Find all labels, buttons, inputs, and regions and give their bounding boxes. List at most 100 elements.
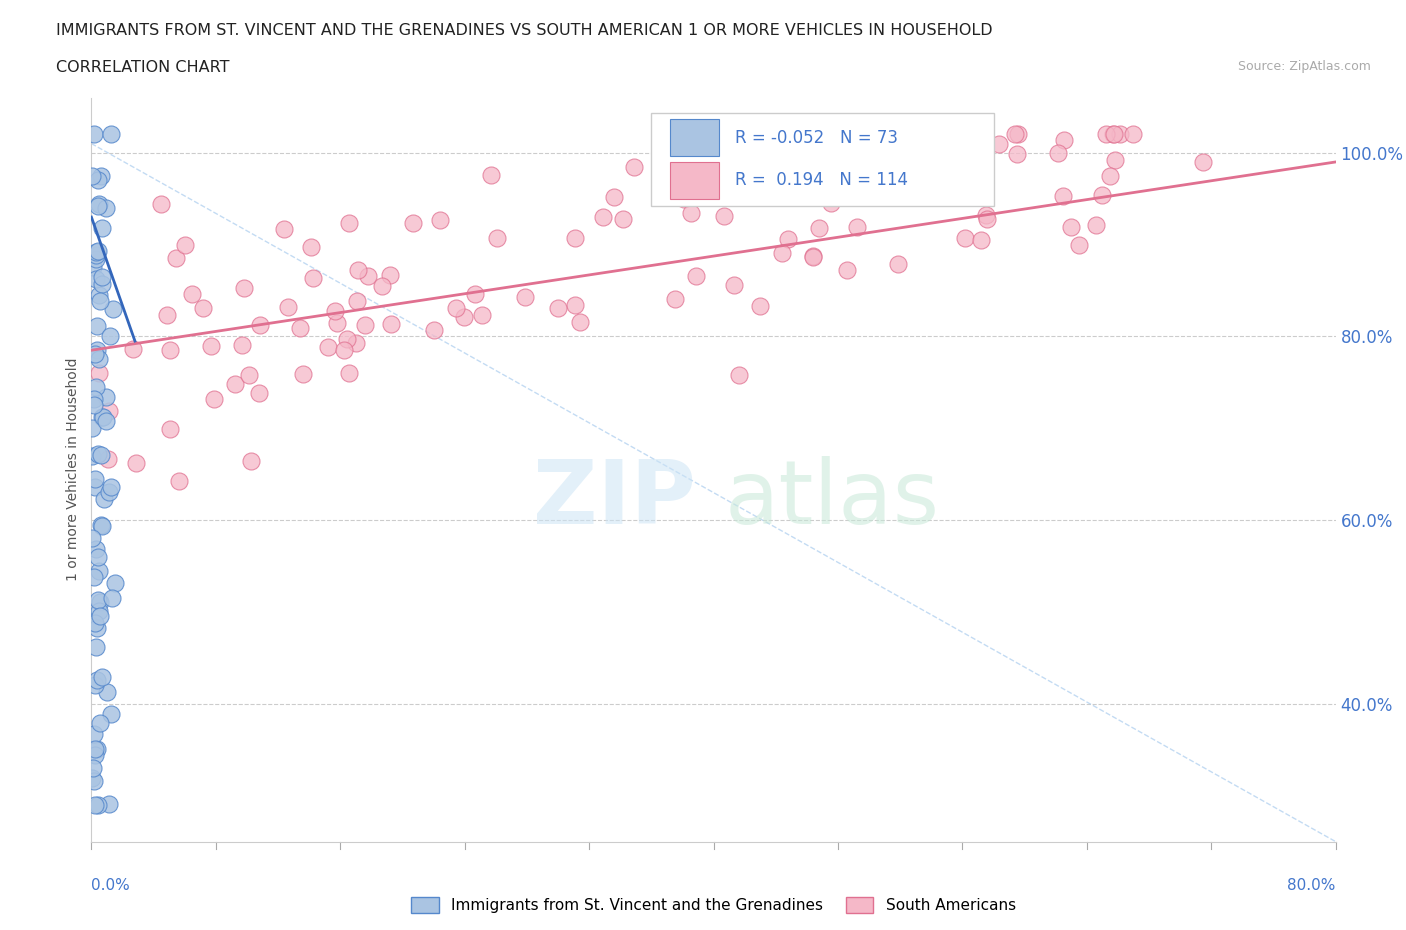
- Point: [96, 685, 118, 700]
- Point: [1104, 153, 1126, 168]
- Point: [378, 267, 401, 282]
- Point: [333, 343, 356, 358]
- Point: [90, 169, 112, 184]
- Point: [89, 595, 111, 610]
- Point: [835, 187, 858, 202]
- Point: [180, 286, 202, 301]
- Point: [82, 259, 104, 274]
- Point: [100, 127, 122, 142]
- Point: [727, 367, 749, 382]
- Point: [224, 377, 246, 392]
- Point: [84, 741, 107, 756]
- Point: [100, 480, 122, 495]
- Point: [346, 293, 368, 308]
- Text: IMMIGRANTS FROM ST. VINCENT AND THE GRENADINES VS SOUTH AMERICAN 1 OR MORE VEHIC: IMMIGRANTS FROM ST. VINCENT AND THE GREN…: [56, 23, 993, 38]
- Point: [1091, 188, 1114, 203]
- Point: [1067, 237, 1090, 252]
- Legend: Immigrants from St. Vincent and the Grenadines, South Americans: Immigrants from St. Vincent and the Gren…: [405, 891, 1022, 920]
- Point: [100, 707, 122, 722]
- Point: [125, 456, 148, 471]
- Point: [93, 492, 115, 507]
- Point: [91, 220, 114, 235]
- Point: [89, 604, 111, 618]
- Point: [80, 531, 103, 546]
- Point: [953, 231, 976, 246]
- Point: [820, 195, 842, 210]
- Point: [91, 518, 114, 533]
- Point: [90, 270, 112, 285]
- Point: [513, 289, 536, 304]
- Text: R = -0.052   N = 73: R = -0.052 N = 73: [735, 128, 897, 147]
- Point: [89, 715, 111, 730]
- Point: [371, 278, 394, 293]
- Point: [87, 446, 110, 461]
- Point: [1102, 127, 1125, 142]
- Point: [664, 292, 686, 307]
- Point: [336, 332, 359, 347]
- Point: [84, 245, 107, 259]
- Point: [84, 797, 107, 812]
- Point: [80, 168, 103, 183]
- Point: [479, 168, 502, 183]
- Point: [446, 300, 468, 315]
- Point: [1060, 219, 1083, 234]
- Point: [84, 616, 107, 631]
- Point: [564, 231, 586, 246]
- FancyBboxPatch shape: [671, 162, 718, 199]
- Point: [89, 365, 111, 380]
- Point: [83, 726, 105, 741]
- Point: [846, 219, 869, 234]
- Point: [84, 472, 107, 486]
- Point: [974, 208, 997, 223]
- Point: [681, 206, 703, 220]
- Point: [94, 200, 117, 215]
- Point: [623, 160, 645, 175]
- Point: [86, 199, 108, 214]
- Point: [103, 302, 125, 317]
- Point: [453, 309, 475, 324]
- Point: [86, 672, 108, 687]
- Point: [347, 262, 370, 277]
- Point: [471, 308, 494, 323]
- Point: [1084, 218, 1107, 232]
- Point: [1095, 127, 1118, 142]
- Y-axis label: 1 or more Vehicles in Household: 1 or more Vehicles in Household: [66, 358, 80, 581]
- Point: [749, 299, 772, 313]
- Point: [685, 268, 707, 283]
- Point: [1004, 127, 1026, 142]
- Text: R =  0.194   N = 114: R = 0.194 N = 114: [735, 171, 908, 190]
- Point: [811, 150, 834, 165]
- Point: [898, 127, 921, 142]
- Point: [723, 277, 745, 292]
- Text: atlas: atlas: [724, 456, 939, 543]
- Point: [87, 288, 110, 303]
- Point: [778, 232, 800, 246]
- Point: [801, 249, 824, 264]
- Text: 80.0%: 80.0%: [1288, 879, 1336, 894]
- Text: ZIP: ZIP: [533, 456, 696, 543]
- Point: [94, 414, 117, 429]
- Point: [165, 251, 187, 266]
- Point: [1052, 189, 1074, 204]
- Text: 0.0%: 0.0%: [91, 879, 131, 894]
- Text: CORRELATION CHART: CORRELATION CHART: [56, 60, 229, 75]
- Point: [90, 276, 112, 291]
- Point: [1046, 145, 1069, 160]
- Point: [762, 187, 785, 202]
- Point: [86, 379, 108, 394]
- Point: [83, 677, 105, 692]
- Point: [86, 742, 108, 757]
- Point: [603, 189, 626, 204]
- Point: [98, 485, 121, 499]
- Point: [87, 550, 110, 565]
- Point: [662, 168, 685, 183]
- Point: [1052, 133, 1074, 148]
- Point: [84, 542, 107, 557]
- Point: [288, 321, 311, 336]
- Point: [87, 797, 110, 812]
- Point: [326, 315, 349, 330]
- Point: [941, 174, 963, 189]
- Point: [90, 670, 112, 684]
- Point: [159, 421, 181, 436]
- Point: [83, 346, 105, 361]
